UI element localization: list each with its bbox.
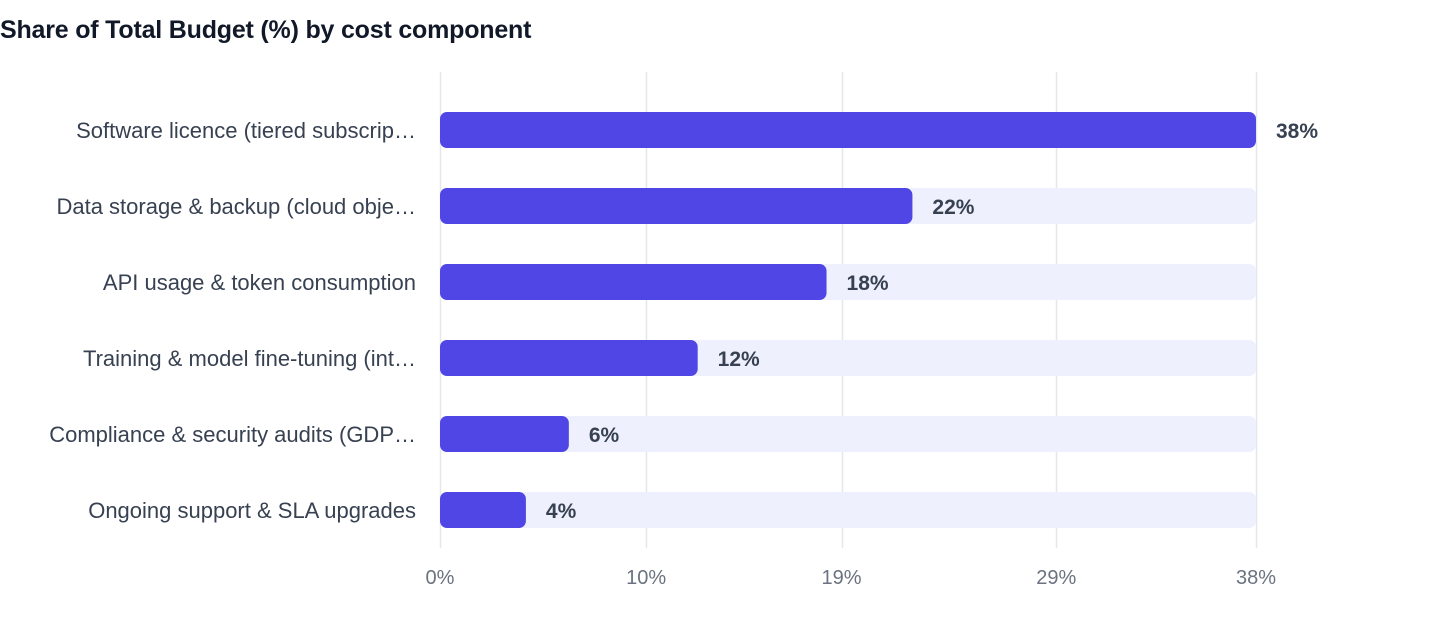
tick-layer: 0% 10% 19% 29% 38% [426,567,1277,589]
x-tick-label: 29% [1036,567,1076,589]
track-layer [440,112,1256,528]
data-label: 22% [932,196,974,219]
bar-track [440,416,1256,452]
data-label: 18% [847,272,889,295]
bar [440,340,698,376]
chart-title: Share of Total Budget (%) by cost compon… [0,16,532,44]
bar-track [440,492,1256,528]
data-label: 38% [1276,120,1318,143]
category-label: Ongoing support & SLA upgrades [88,498,416,523]
bar [440,188,913,224]
data-label: 6% [589,424,620,447]
data-label: 4% [546,500,577,523]
data-label: 12% [718,348,760,371]
category-label: Software licence (tiered subscrip… [76,118,416,143]
category-label: Data storage & backup (cloud obje… [56,194,416,219]
x-tick-label: 38% [1236,567,1276,589]
bar-layer [440,112,1256,528]
bar [440,492,526,528]
x-tick-label: 0% [426,567,455,589]
bar [440,264,827,300]
bar [440,112,1256,148]
label-layer: Software licence (tiered subscrip… 38% Dat… [49,118,1318,523]
bar [440,416,569,452]
category-label: Compliance & security audits (GDP… [49,422,416,447]
category-label: Training & model fine-tuning (int… [83,346,416,371]
grid-layer [439,72,1258,548]
x-tick-label: 10% [626,567,666,589]
category-label: API usage & token consumption [103,270,416,295]
x-tick-label: 19% [822,567,862,589]
